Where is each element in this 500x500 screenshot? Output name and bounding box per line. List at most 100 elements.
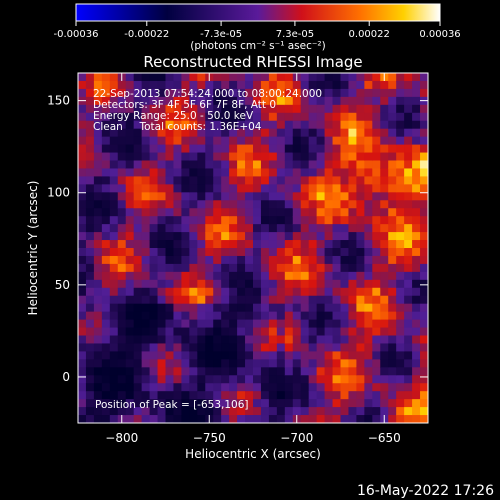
heatmap-cell [221,184,230,193]
heatmap-cell [125,279,135,289]
heatmap-cell [372,399,381,408]
colorbar [75,3,441,22]
heatmap-cell [348,375,358,384]
heatmap-cell [348,184,358,193]
heatmap-cell [117,192,127,201]
heatmap-cell [340,255,350,265]
heatmap-cell [340,295,350,305]
heatmap-cell [245,327,254,337]
heatmap-cell [253,311,262,321]
heatmap-cell [276,208,286,217]
heatmap-cell [189,120,198,130]
heatmap-cell [292,184,302,193]
heatmap-cell [149,144,159,154]
heatmap-cell [340,248,350,257]
heatmap-cell [78,120,87,130]
heatmap-cell [268,343,278,353]
heatmap-cell [245,263,254,273]
heatmap-cell [237,367,246,376]
heatmap-cell [93,73,103,82]
heatmap-cell [388,128,397,138]
heatmap-cell [348,73,358,82]
heatmap-cell [340,88,350,98]
heatmap-cell [268,359,278,368]
heatmap-cell [404,319,413,329]
heatmap-cell [85,375,95,384]
heatmap-cell [165,152,175,162]
heatmap-cell [372,88,381,98]
heatmap-cell [197,136,206,146]
heatmap-cell [332,80,342,90]
heatmap-cell [78,295,87,305]
heatmap-cell [253,120,262,130]
heatmap-cell [133,391,143,400]
heatmap-cell [229,112,238,122]
heatmap-cell [205,279,214,289]
heatmap-cell [260,192,270,201]
heatmap-cell [276,80,286,90]
heatmap-cell [364,232,373,241]
colorbar-tick-label: -0.00022 [124,29,169,40]
heatmap-cell [149,391,159,400]
y-tick-label: 50 [55,278,70,292]
heatmap-cell [237,128,246,138]
heatmap-cell [205,192,214,201]
heatmap-cell [133,319,143,329]
heatmap-cell [237,375,246,384]
heatmap-cell [340,184,350,193]
heatmap-image [78,73,428,423]
heatmap-cell [420,200,428,209]
heatmap-cell [308,375,318,384]
heatmap-cell [229,200,238,209]
heatmap-cell [292,367,302,376]
heatmap-cell [165,415,175,423]
heatmap-cell [388,73,397,82]
heatmap-cell [205,263,214,273]
heatmap-cell [340,335,350,345]
heatmap-cell [229,88,238,98]
heatmap-cell [189,263,198,273]
heatmap-cell [268,96,278,106]
heatmap-cell [245,375,254,384]
heatmap-cell [308,391,318,400]
heatmap-cell [197,255,206,265]
heatmap-cell [404,216,413,225]
heatmap-cell [117,295,127,305]
heatmap-cell [173,383,183,392]
heatmap-cell [229,160,238,170]
heatmap-cell [300,263,310,273]
heatmap-cell [157,112,167,122]
heatmap-cell [396,351,405,360]
heatmap-cell [284,271,294,281]
heatmap-cell [101,319,111,329]
heatmap-cell [173,192,183,201]
heatmap-cell [165,383,175,392]
heatmap-cell [308,112,318,122]
heatmap-cell [165,407,175,416]
heatmap-cell [78,224,87,233]
heatmap-cell [284,263,294,273]
heatmap-cell [221,343,230,353]
heatmap-cell [133,271,143,281]
heatmap-cell [364,375,373,384]
heatmap-cell [149,248,159,257]
heatmap-cell [141,383,151,392]
heatmap-cell [348,327,358,337]
heatmap-cell [157,240,167,249]
heatmap-cell [356,319,365,329]
heatmap-cell [141,136,151,146]
heatmap-cell [276,176,286,185]
heatmap-cell [348,359,358,368]
heatmap-cell [93,319,103,329]
heatmap-cell [340,407,350,416]
heatmap-cell [173,351,183,360]
heatmap-cell [412,136,421,146]
heatmap-cell [101,216,111,225]
heatmap-cell [292,271,302,281]
heatmap-cell [165,136,175,146]
heatmap-cell [157,271,167,281]
heatmap-cell [324,287,334,297]
heatmap-cell [141,375,151,384]
heatmap-cell [117,120,127,130]
heatmap-cell [420,343,428,353]
